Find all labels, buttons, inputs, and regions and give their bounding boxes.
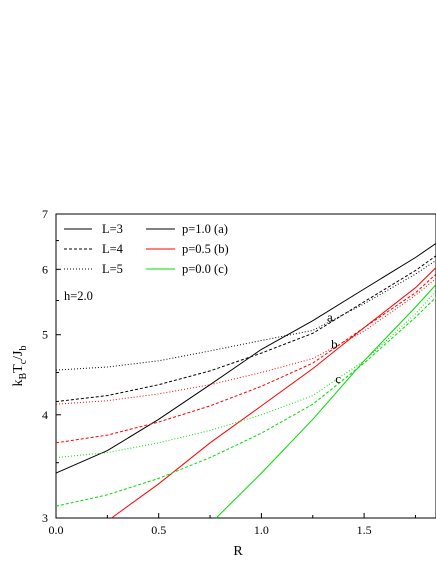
x-tick-label-3: 1.5 bbox=[357, 523, 372, 537]
legend: L=3 L=4 L=5 p=1.0 (a) p=0.5 (b) p=0.0 (c… bbox=[64, 222, 229, 276]
intersection-label-a: a bbox=[327, 310, 333, 325]
intersection-label-c: c bbox=[335, 371, 341, 386]
series-line-2 bbox=[55, 259, 436, 371]
legend-label-l3: L=3 bbox=[102, 222, 123, 236]
legend-label-p00: p=0.0 (c) bbox=[182, 262, 228, 276]
y-tick-label-2: 5 bbox=[42, 328, 48, 342]
y-tick-label-1: 4 bbox=[42, 408, 48, 422]
series-line-7 bbox=[55, 296, 436, 507]
series-line-3 bbox=[111, 267, 436, 519]
legend-label-p10: p=1.0 (a) bbox=[182, 222, 228, 236]
field-annotation: h=2.0 bbox=[64, 289, 93, 303]
x-tick-label-1: 0.5 bbox=[151, 523, 166, 537]
intersection-label-b: b bbox=[331, 337, 338, 352]
series-line-6 bbox=[215, 284, 436, 519]
legend-label-l5: L=5 bbox=[102, 262, 123, 276]
series-layer bbox=[55, 242, 436, 519]
series-line-5 bbox=[55, 278, 436, 405]
y-tick-label-0: 3 bbox=[42, 511, 48, 525]
x-tick-label-2: 1.0 bbox=[254, 523, 269, 537]
plot-frame bbox=[55, 213, 436, 519]
x-axis-label: R bbox=[233, 544, 243, 559]
intersection-labels: ab c bbox=[327, 310, 341, 386]
series-line-1 bbox=[55, 255, 436, 403]
series-line-0 bbox=[55, 242, 436, 474]
x-tick-label-0: 0.0 bbox=[49, 523, 64, 537]
ticks-layer: 0.0 0.5 1.0 1.5 3 4 5 6 7 bbox=[42, 207, 416, 537]
legend-label-l4: L=4 bbox=[102, 242, 124, 256]
series-line-8 bbox=[55, 290, 436, 459]
y-tick-label-3: 6 bbox=[42, 262, 48, 276]
legend-label-p05: p=0.5 (b) bbox=[182, 242, 229, 256]
y-tick-label-4: 7 bbox=[42, 207, 48, 221]
y-axis-label: kBTc/Jb bbox=[11, 345, 29, 386]
